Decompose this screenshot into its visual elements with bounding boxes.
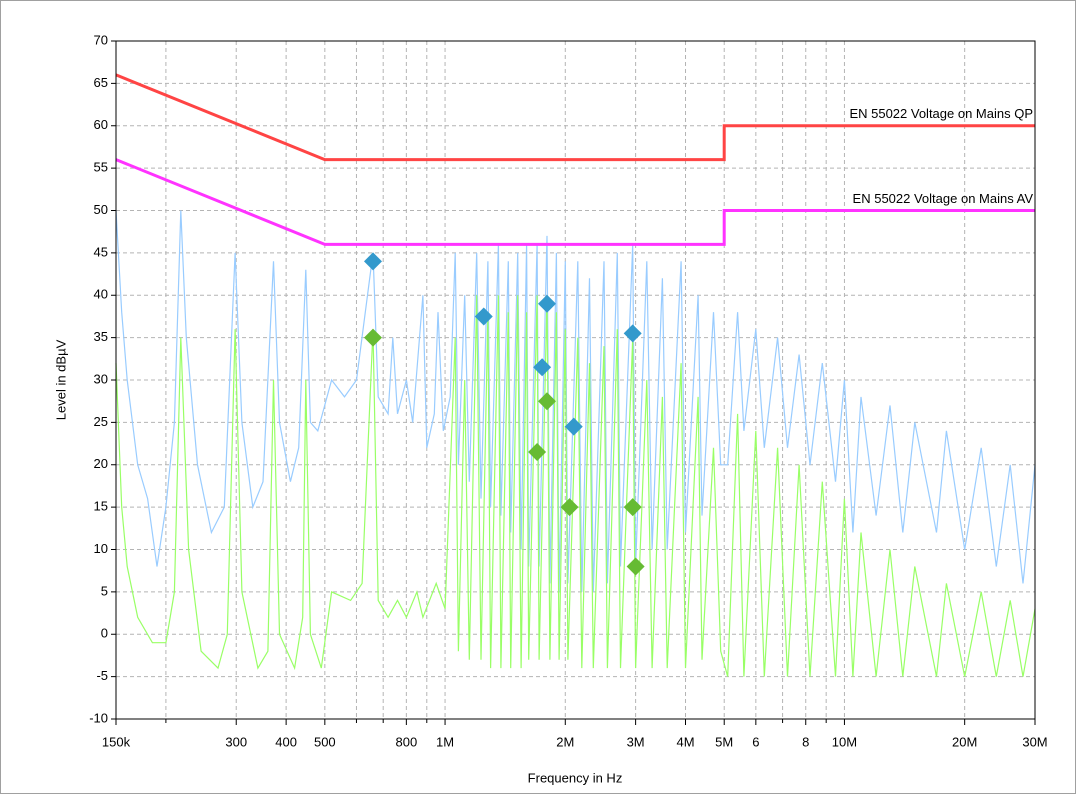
y-tick-label: 70 (94, 32, 108, 47)
y-tick-label: 5 (101, 583, 108, 598)
y-axis-label: Level in dBµV (53, 339, 68, 420)
x-tick-label: 8 (802, 734, 809, 749)
x-tick-label: 20M (952, 734, 977, 749)
marker (363, 328, 382, 347)
limit-label: EN 55022 Voltage on Mains AV (853, 191, 1034, 206)
x-tick-label: 6 (752, 734, 759, 749)
y-tick-label: 55 (94, 160, 108, 175)
y-tick-label: 35 (94, 329, 108, 344)
x-tick-label: 500 (314, 734, 336, 749)
trace (115, 295, 1036, 677)
limit-line (115, 158, 1035, 246)
x-tick-label: 3M (627, 734, 645, 749)
x-tick-label: 2M (556, 734, 574, 749)
x-tick-label: 300 (225, 734, 247, 749)
marker (623, 324, 642, 343)
marker (538, 392, 557, 411)
x-tick-label: 5M (715, 734, 733, 749)
marker (564, 417, 583, 436)
y-tick-label: 30 (94, 371, 108, 386)
y-tick-label: 40 (94, 287, 108, 302)
limit-line (115, 73, 1035, 162)
y-tick-label: 60 (94, 117, 108, 132)
y-tick-label: 10 (94, 541, 108, 556)
x-tick-label: 10M (832, 734, 857, 749)
limit-label: EN 55022 Voltage on Mains QP (849, 106, 1033, 121)
y-tick-label: 25 (94, 414, 108, 429)
x-tick-label: 4M (676, 734, 694, 749)
marker (363, 252, 382, 271)
y-tick-label: 65 (94, 75, 108, 90)
marker (533, 358, 552, 377)
x-axis-label: Frequency in Hz (528, 770, 623, 785)
marker (626, 557, 645, 576)
marker (528, 443, 547, 462)
x-tick-label: 150k (102, 734, 131, 749)
y-tick-label: 15 (94, 499, 108, 514)
x-tick-label: 30M (1022, 734, 1047, 749)
marker (474, 307, 493, 326)
y-tick-label: 20 (94, 456, 108, 471)
x-tick-label: 800 (396, 734, 418, 749)
y-tick-label: 0 (101, 626, 108, 641)
y-tick-label: 50 (94, 202, 108, 217)
y-tick-label: -5 (96, 668, 108, 683)
marker (623, 498, 642, 517)
y-tick-label: 45 (94, 244, 108, 259)
y-tick-label: -10 (89, 710, 108, 725)
plot-border (115, 40, 1036, 720)
x-tick-label: 1M (436, 734, 454, 749)
marker (560, 498, 579, 517)
marker (538, 294, 557, 313)
x-tick-label: 400 (275, 734, 297, 749)
